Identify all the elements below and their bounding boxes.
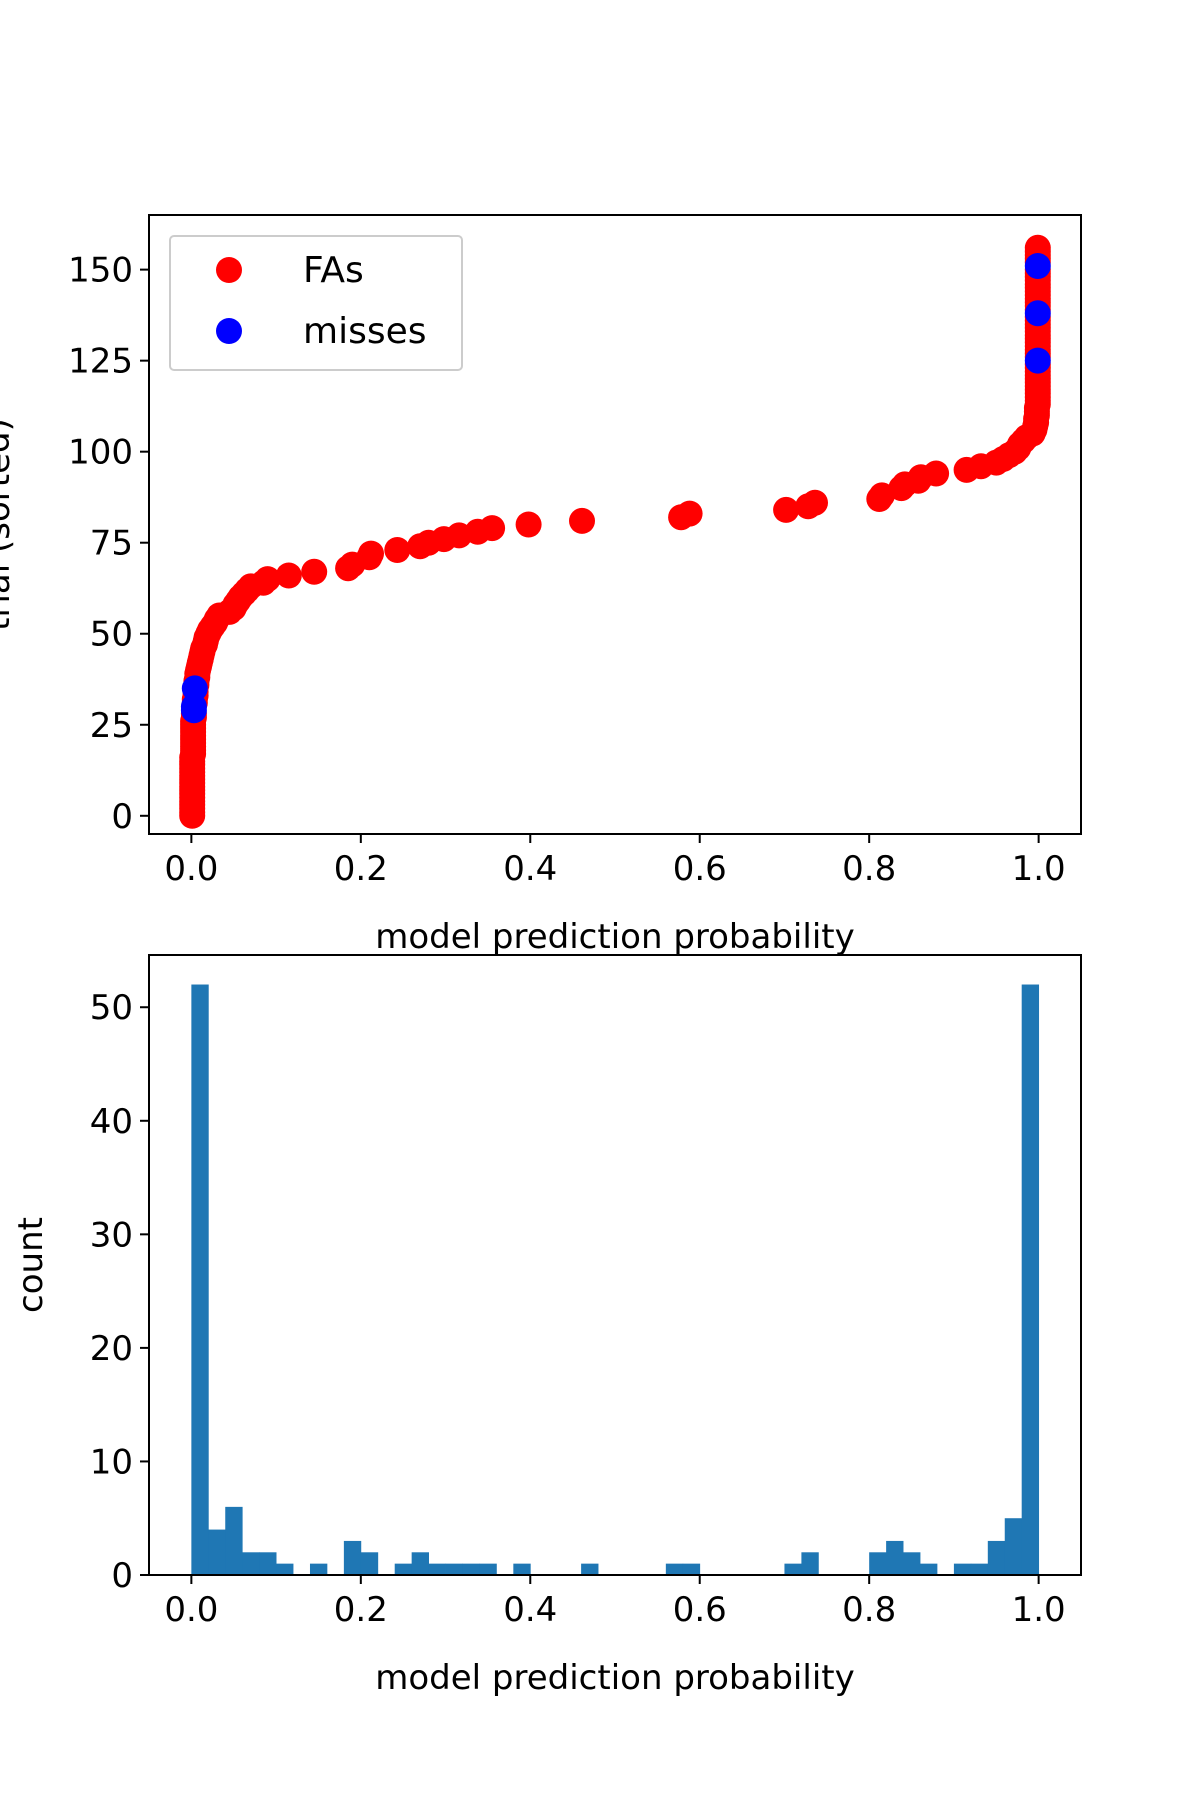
histogram-bar — [208, 1529, 226, 1575]
scatter-y-axis: 0 25 50 75 100 125 150 — [68, 251, 149, 837]
histogram-axes-frame — [148, 954, 1082, 1576]
fa-point — [676, 500, 703, 527]
fa-point — [301, 558, 328, 585]
scatter-points — [179, 234, 1051, 829]
fa-point — [479, 515, 506, 542]
histogram-bar — [479, 1563, 497, 1575]
histogram-y-axis-label: count — [11, 1217, 51, 1313]
histogram-bars — [191, 984, 1040, 1575]
fa-point — [384, 537, 411, 563]
y-tick-label: 0 — [111, 797, 133, 837]
legend-label-fas: FAs — [303, 250, 364, 291]
histogram-bar — [953, 1563, 972, 1575]
scatter-x-axis: 0.0 0.2 0.4 0.6 0.8 1.0 — [164, 834, 1066, 889]
miss-point — [1024, 300, 1051, 327]
histogram-x-axis: 0.0 0.2 0.4 0.6 0.8 1.0 — [164, 1575, 1066, 1630]
fa-point — [254, 566, 281, 593]
miss-point — [181, 675, 208, 702]
histogram-bar — [1004, 1518, 1023, 1575]
scatter-panel: 0.0 0.2 0.4 0.6 0.8 1.0 0 25 50 75 100 125 150 mode… — [0, 214, 1082, 957]
histogram-bar — [276, 1563, 294, 1575]
histogram-bar — [445, 1563, 463, 1575]
histogram-bar — [869, 1552, 887, 1575]
histogram-bar — [987, 1540, 1006, 1575]
histogram-bar — [225, 1506, 243, 1575]
y-tick-label: 50 — [90, 615, 133, 655]
x-tick-label: 1.0 — [1012, 849, 1066, 889]
legend-marker-fas — [216, 257, 242, 283]
fa-point — [868, 482, 895, 509]
fa-point — [358, 540, 384, 567]
fa-point — [1024, 234, 1051, 261]
x-tick-label: 0.4 — [503, 1590, 557, 1630]
y-tick-label: 30 — [90, 1215, 133, 1255]
fa-point — [923, 460, 950, 487]
x-tick-label: 0.8 — [842, 849, 896, 889]
histogram-bar — [411, 1552, 429, 1575]
histogram-bar — [360, 1552, 379, 1575]
x-tick-label: 0.6 — [673, 849, 727, 889]
histogram-bar — [428, 1563, 446, 1575]
x-tick-label: 0.0 — [164, 849, 218, 889]
histogram-bar — [970, 1563, 989, 1575]
histogram-bar — [462, 1563, 480, 1575]
scatter-y-axis-label: trial (sorted) — [0, 418, 18, 631]
y-tick-label: 25 — [90, 706, 133, 746]
x-tick-label: 0.8 — [842, 1590, 896, 1630]
fa-point — [569, 507, 595, 534]
y-tick-label: 20 — [90, 1329, 133, 1369]
miss-point — [1024, 347, 1051, 374]
histogram-bar — [801, 1552, 819, 1575]
y-tick-label: 50 — [90, 988, 133, 1028]
x-tick-label: 0.2 — [334, 1590, 388, 1630]
histogram-bar — [1021, 984, 1040, 1575]
histogram-bar — [343, 1540, 362, 1575]
fa-point — [275, 562, 302, 589]
y-tick-label: 75 — [90, 524, 133, 564]
histogram-bar — [309, 1563, 328, 1575]
y-tick-label: 150 — [68, 251, 133, 291]
scatter-axes-frame — [148, 214, 1082, 835]
histogram-bar — [242, 1552, 260, 1575]
histogram-panel: 0.0 0.2 0.4 0.6 0.8 1.0 0 10 20 30 40 50 model pre… — [11, 954, 1082, 1698]
legend: FAs misses — [169, 235, 463, 371]
y-tick-label: 10 — [90, 1442, 133, 1482]
fa-point — [515, 511, 542, 538]
histogram-bar — [886, 1540, 904, 1575]
legend-box — [169, 235, 463, 371]
fa-point — [802, 489, 828, 516]
legend-label-misses: misses — [303, 311, 427, 352]
histogram-bar — [682, 1563, 701, 1575]
y-tick-label: 125 — [68, 342, 133, 382]
legend-marker-misses — [216, 318, 242, 344]
y-tick-label: 40 — [90, 1102, 133, 1142]
y-tick-label: 0 — [111, 1556, 133, 1596]
histogram-bar — [784, 1563, 802, 1575]
histogram-bar — [191, 984, 209, 1575]
fa-point — [773, 496, 800, 523]
miss-point — [1024, 253, 1051, 279]
histogram-bar — [394, 1563, 413, 1575]
histogram-bar — [513, 1563, 531, 1575]
histogram-y-axis: 0 10 20 30 40 50 — [90, 988, 149, 1596]
x-tick-label: 0.6 — [673, 1590, 727, 1630]
histogram-bar — [581, 1563, 599, 1575]
histogram-bar — [920, 1563, 938, 1575]
x-tick-label: 0.0 — [164, 1590, 218, 1630]
histogram-x-axis-label: model prediction probability — [375, 1658, 854, 1698]
y-tick-label: 100 — [68, 433, 133, 473]
histogram-bar — [665, 1563, 684, 1575]
histogram-bar — [903, 1552, 921, 1575]
x-tick-label: 1.0 — [1012, 1590, 1066, 1630]
scatter-x-axis-label: model prediction probability — [375, 917, 854, 957]
x-tick-label: 0.2 — [334, 849, 388, 889]
histogram-bar — [259, 1552, 277, 1575]
x-tick-label: 0.4 — [503, 849, 557, 889]
